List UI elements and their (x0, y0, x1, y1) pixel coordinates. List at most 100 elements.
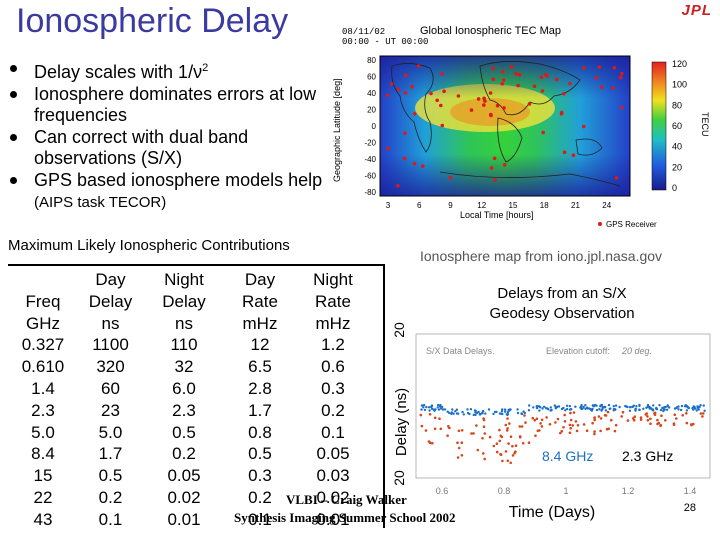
table-cell: 0.6 (321, 357, 345, 377)
table-header-cell: mHz (315, 313, 351, 333)
xband-point (439, 403, 442, 407)
sband-point (481, 437, 484, 440)
xband-point (661, 406, 664, 410)
gps-receiver-marker (619, 71, 624, 76)
sband-point (523, 414, 526, 417)
xband-point (626, 405, 629, 409)
table-cell: 0.1 (321, 422, 345, 442)
gps-receiver-marker (502, 106, 506, 110)
table-header-cell: Delay (88, 291, 133, 311)
xband-point (439, 407, 443, 410)
xband-point (516, 411, 520, 415)
sband-point (701, 415, 704, 418)
sband-point (591, 421, 594, 425)
xband-point (642, 407, 645, 410)
sband-point (521, 441, 525, 445)
sband-point (508, 422, 511, 425)
gps-receiver-marker (403, 131, 407, 135)
gps-receiver-marker (482, 103, 486, 107)
sband-point (460, 454, 464, 457)
gps-receiver-marker (491, 66, 495, 71)
tec-map-figure: 08/11/02 00:00 - UT 00:00 Global Ionosph… (332, 25, 710, 229)
bullet-list: Delay scales with 1/ν2 Ionosphere domina… (8, 58, 328, 214)
xband-point (612, 405, 615, 408)
footer-author: VLBI – Craig Walker (286, 492, 407, 507)
sband-point (613, 429, 617, 433)
xband-point (454, 410, 457, 413)
table-cell: 110 (170, 335, 198, 355)
table-cell: 1100 (92, 335, 129, 355)
xband-point (422, 403, 426, 407)
delay-plot-ytick-top: 20 (391, 322, 407, 338)
gps-receiver-marker (412, 161, 417, 166)
gps-receiver-marker (571, 153, 576, 157)
gps-receiver-marker (489, 112, 493, 117)
gps-receiver-marker (539, 75, 544, 79)
sband-point (499, 452, 502, 456)
tec-xtick-label: 21 (571, 201, 580, 210)
gps-receiver-marker (469, 108, 474, 112)
sband-point (506, 459, 510, 463)
gps-receiver-marker (581, 66, 586, 70)
xband-point (584, 404, 587, 407)
xband-point (541, 407, 544, 410)
table-header-cell: GHz (26, 313, 60, 333)
xband-point (604, 409, 608, 412)
legend-2-3-ghz: 2.3 GHz (622, 448, 673, 464)
xband-point (481, 410, 485, 413)
gps-receiver-marker (514, 71, 518, 76)
delay-plot-xticks: 0.6 0.8 1 1.2 1.4 (436, 486, 697, 496)
table-cell: 1.4 (31, 378, 55, 398)
xband-point (462, 413, 465, 416)
xband-point (478, 413, 482, 416)
xband-point (432, 408, 435, 411)
sband-point (505, 429, 509, 432)
xband-point (501, 412, 504, 416)
xband-point (420, 408, 423, 411)
sband-point (504, 423, 508, 427)
xband-point (492, 412, 495, 416)
table-cell: 0.01 (316, 509, 350, 529)
table-column-day-delay: Day Delay ns 1100 320 60 23 5.0 1.7 0.5 … (78, 269, 143, 531)
xband-point (547, 408, 550, 411)
gps-receiver-marker (416, 64, 421, 68)
delay-plot-title-line1: Delays from an S/X (497, 285, 626, 302)
sband-point (563, 420, 567, 423)
sband-point (659, 424, 662, 427)
xband-point (612, 409, 615, 412)
xband-point (654, 407, 658, 410)
xband-point (500, 410, 504, 413)
sband-point (568, 423, 572, 427)
xband-point (443, 408, 447, 411)
table-cell: 0.327 (21, 335, 65, 355)
gps-receiver-marker (517, 73, 522, 77)
gps-receiver-marker (562, 91, 566, 96)
xband-point (568, 404, 572, 408)
xband-point (420, 404, 424, 407)
delay-plot-xlabel: Time (Days) (509, 504, 596, 521)
sband-point (460, 429, 464, 432)
table-header-cell: Delay (162, 291, 206, 311)
sband-point (653, 411, 657, 415)
gps-receiver-marker (412, 112, 417, 116)
sband-point (504, 450, 508, 453)
gps-receiver-marker (509, 65, 514, 69)
ionosphere-table: Freq GHz 0.327 0.610 1.4 2.3 5.0 8.4 15 … (8, 264, 385, 531)
xband-point (425, 405, 428, 409)
xband-point (592, 405, 595, 408)
xband-point (580, 404, 583, 407)
sband-point (632, 418, 636, 422)
sband-point (448, 426, 451, 430)
xband-point (696, 406, 699, 409)
gps-receiver-marker (410, 84, 414, 89)
sband-point (433, 427, 437, 431)
table-cell: 0.05 (167, 466, 201, 486)
gps-receiver-marker (421, 164, 425, 168)
sband-point (424, 429, 428, 432)
xband-point (693, 407, 697, 410)
gps-receiver-marker (516, 83, 520, 88)
gps-receiver-marker (442, 89, 446, 94)
xband-point (528, 404, 531, 407)
xband-point (646, 405, 649, 409)
xband-point (427, 406, 431, 409)
